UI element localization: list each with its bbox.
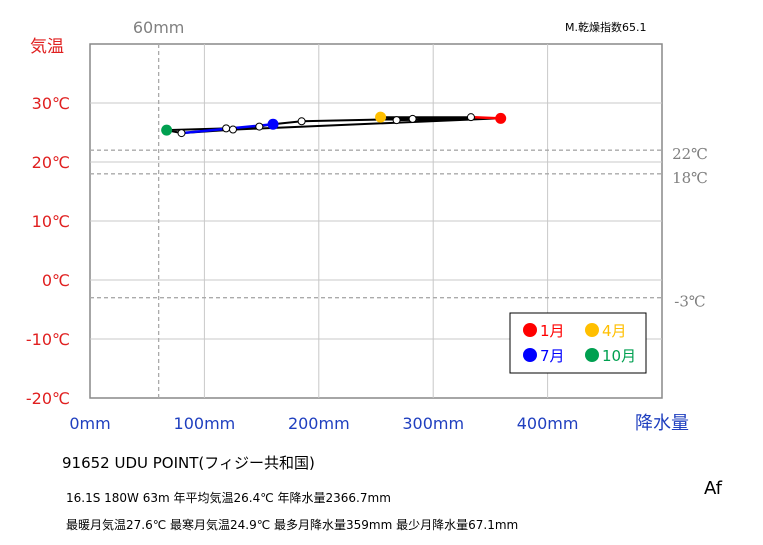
legend-box <box>509 312 647 374</box>
data-point <box>392 116 401 125</box>
data-point-highlight <box>375 111 387 123</box>
data-point <box>297 117 306 126</box>
legend-marker <box>523 348 537 362</box>
y-tick-label: -10℃ <box>26 330 70 349</box>
y-axis-title: 気温 <box>30 37 64 57</box>
x-tick-label: 400mm <box>517 414 579 433</box>
legend-label: 4月 <box>602 322 627 340</box>
data-point <box>229 125 237 134</box>
x-tick-label: 300mm <box>402 414 464 433</box>
data-point <box>177 129 186 138</box>
data-point <box>466 113 475 122</box>
reference-label-horizontal: -3℃ <box>674 293 705 311</box>
legend-label: 10月 <box>602 347 636 365</box>
data-point <box>255 122 264 131</box>
data-point-highlight <box>495 112 507 124</box>
x-tick-label: 200mm <box>288 414 350 433</box>
data-point-highlight <box>267 118 279 130</box>
y-tick-label: 0℃ <box>42 271 70 290</box>
legend-label: 7月 <box>540 347 565 365</box>
y-tick-label: 10℃ <box>32 212 70 231</box>
legend-marker <box>585 323 599 337</box>
legend-marker <box>523 323 537 337</box>
y-tick-label: -20℃ <box>26 389 70 408</box>
reference-label-vertical: 60mm <box>133 18 185 37</box>
reference-label-horizontal: 18℃ <box>672 169 708 187</box>
x-tick-label: 0mm <box>69 414 110 433</box>
reference-label-horizontal: 22℃ <box>672 145 708 163</box>
y-tick-label: 20℃ <box>32 153 70 172</box>
data-point <box>408 114 417 123</box>
y-tick-label: 30℃ <box>32 94 70 113</box>
data-point <box>222 124 231 133</box>
legend-marker <box>585 348 599 362</box>
legend-label: 1月 <box>540 322 565 340</box>
x-axis-title: 降水量 <box>635 413 689 434</box>
data-point-highlight <box>161 124 173 136</box>
x-tick-label: 100mm <box>174 414 236 433</box>
